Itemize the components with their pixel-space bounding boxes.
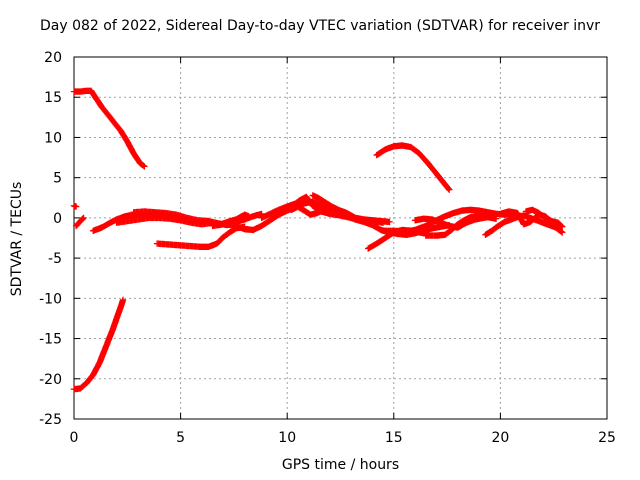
plot-frame	[73, 56, 608, 420]
y-tick-label: 5	[53, 171, 62, 187]
y-tick-label: -20	[39, 372, 62, 388]
data-points	[288, 203, 346, 220]
data-points	[70, 202, 80, 210]
data-points	[72, 214, 87, 230]
data-series-track-1	[72, 214, 87, 230]
chart-title: Day 082 of 2022, Sidereal Day-to-day VTE…	[39, 18, 601, 34]
grid-layer	[74, 57, 607, 419]
y-tick-label: 20	[44, 50, 62, 66]
y-axis-label: SDTVAR / TECUs	[9, 181, 25, 297]
x-tick-label: 20	[491, 430, 509, 446]
data-series-arc-high-early	[70, 87, 148, 170]
data-series-track-6	[153, 223, 248, 250]
data-series-track-4	[113, 214, 216, 228]
x-axis-label: GPS time / hours	[281, 457, 400, 473]
y-tick-label: -15	[39, 332, 62, 348]
data-points	[113, 214, 216, 228]
data-series-arc-high-mid	[373, 142, 453, 193]
data-series-track-15	[422, 213, 500, 239]
data-points	[309, 192, 393, 226]
x-tick-label: 5	[176, 430, 185, 446]
data-series-track-11	[309, 192, 393, 226]
data-series-arc-low-early	[70, 296, 127, 393]
y-tick-label: 15	[44, 90, 62, 106]
data-points	[153, 223, 248, 250]
data-layer	[70, 87, 566, 393]
x-tick-label: 10	[278, 430, 296, 446]
data-points	[522, 206, 566, 230]
y-tick-label: 10	[44, 130, 62, 146]
data-points	[373, 142, 453, 193]
data-points	[422, 213, 500, 239]
x-tick-label: 15	[385, 430, 403, 446]
x-tick-label: 0	[70, 430, 79, 446]
data-series-track-10	[288, 203, 346, 220]
data-points	[70, 87, 148, 170]
data-points	[70, 296, 127, 393]
x-tick-label: 25	[598, 430, 616, 446]
y-tick-label: -10	[39, 291, 62, 307]
data-series-track-18	[522, 206, 566, 230]
y-tick-label: -25	[39, 412, 62, 428]
tick-layer: 0 5 10 15 20 25 20 15 10 5 0 -5 -10 -15 -20 -25	[39, 50, 616, 446]
data-series-track-2	[70, 202, 80, 210]
y-tick-label: 0	[53, 211, 62, 227]
y-tick-label: -5	[48, 251, 62, 267]
